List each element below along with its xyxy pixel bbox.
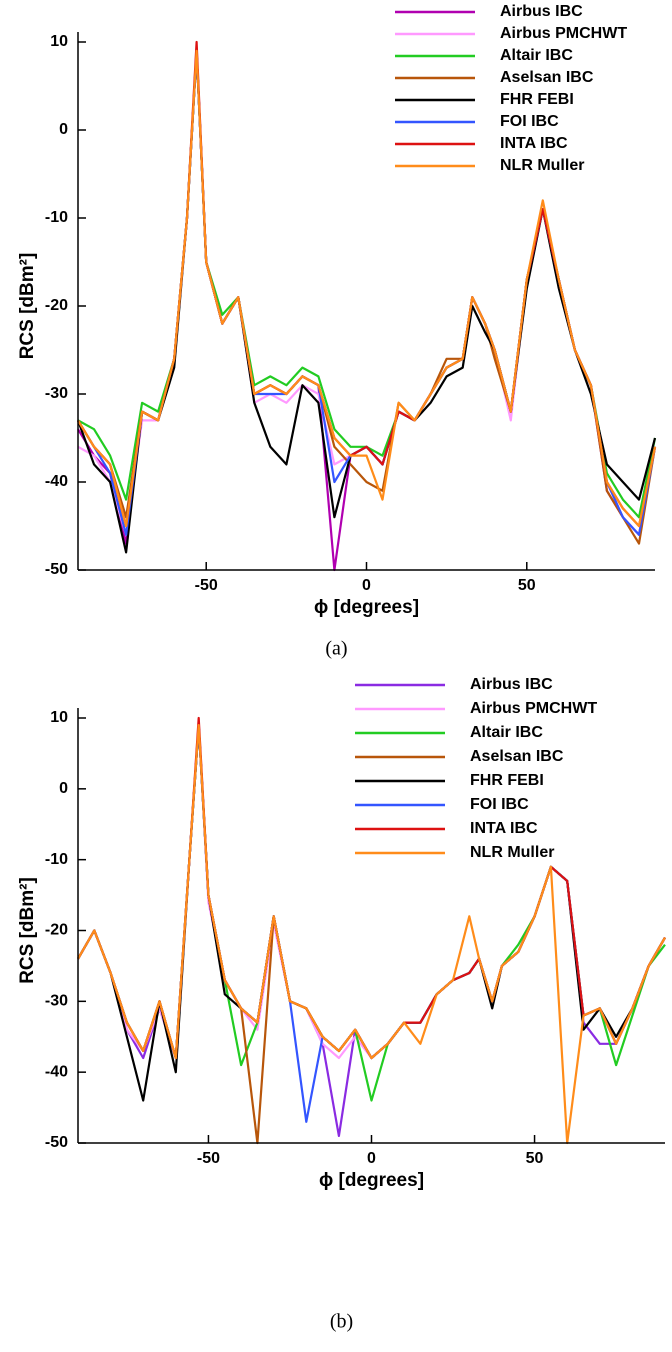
series-line: [77, 49, 657, 528]
y-tick-label: -40: [45, 1063, 68, 1080]
y-tick-label: -30: [45, 385, 68, 402]
caption: (b): [330, 1311, 353, 1333]
y-tick-label: -50: [45, 1134, 68, 1151]
legend-label: NLR Muller: [500, 157, 584, 174]
series-line: [77, 716, 666, 1060]
y-tick-label: -10: [45, 851, 68, 868]
legend-label: NLR Muller: [470, 844, 554, 861]
y-tick-label: -40: [45, 473, 68, 490]
x-tick-label: 0: [367, 1150, 376, 1167]
x-tick-label: 0: [362, 577, 371, 594]
y-tick-label: 0: [59, 780, 68, 797]
legend-label: Altair IBC: [500, 47, 573, 64]
y-tick-label: -10: [45, 209, 68, 226]
y-tick-label: -30: [45, 993, 68, 1010]
legend-label: FOI IBC: [470, 796, 529, 813]
x-axis-label: ϕ [degrees]: [319, 1170, 424, 1191]
legend-label: Altair IBC: [470, 724, 543, 741]
legend-label: FHR FEBI: [500, 91, 574, 108]
legend-label: Airbus PMCHWT: [470, 700, 597, 717]
y-tick-label: 10: [50, 709, 68, 726]
y-tick-label: -20: [45, 297, 68, 314]
series-line: [77, 724, 666, 1145]
x-tick-label: 50: [518, 577, 536, 594]
legend-label: Aselsan IBC: [470, 748, 564, 765]
series-line: [77, 49, 657, 536]
series-line: [77, 49, 657, 536]
x-tick-label: 50: [526, 1150, 544, 1167]
legend-label: FOI IBC: [500, 113, 559, 130]
y-axis-label: RCS [dBm²]: [17, 877, 38, 984]
y-tick-label: -20: [45, 922, 68, 939]
y-tick-label: 0: [59, 121, 68, 138]
legend-label: INTA IBC: [470, 820, 538, 837]
x-axis-label: ϕ [degrees]: [314, 597, 419, 618]
series-line: [76, 49, 657, 554]
legend: Airbus IBC Airbus PMCHWT Altair IBC Aselsan…: [395, 3, 627, 174]
series-line: [77, 40, 657, 528]
y-tick-label: -50: [45, 561, 68, 578]
y-axis-label: RCS [dBm²]: [17, 253, 38, 360]
legend-label: INTA IBC: [500, 135, 568, 152]
legend-label: Airbus IBC: [470, 676, 553, 693]
y-tick-label: 10: [50, 33, 68, 50]
legend-label: Airbus IBC: [500, 3, 583, 20]
series-line: [77, 724, 666, 1145]
series-line: [77, 49, 657, 545]
legend-label: FHR FEBI: [470, 772, 544, 789]
legend: Airbus IBC Airbus PMCHWT Altair IBC Aselsan…: [355, 676, 597, 861]
x-tick-label: -50: [195, 577, 218, 594]
caption: (a): [325, 638, 347, 660]
x-tick-label: -50: [197, 1150, 220, 1167]
legend-label: Aselsan IBC: [500, 69, 594, 86]
series-line: [77, 49, 657, 572]
legend-label: Airbus PMCHWT: [500, 25, 627, 42]
series-line: [77, 724, 666, 1060]
